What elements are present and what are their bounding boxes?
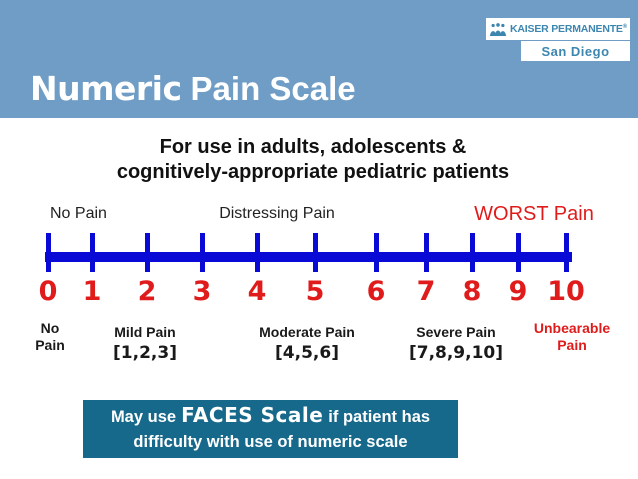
descriptor-worst-pain: WORST Pain bbox=[474, 203, 594, 225]
subtitle-line1: For use in adults, adolescents & bbox=[159, 136, 467, 158]
descriptor-distressing-pain: Distressing Pain bbox=[219, 205, 335, 222]
scale-number: 5 bbox=[305, 276, 325, 307]
scale-number: 3 bbox=[192, 276, 212, 307]
page-title-emphasis: Numeric bbox=[30, 69, 182, 108]
scale-number: 6 bbox=[366, 276, 386, 307]
scale-number: 9 bbox=[508, 276, 528, 307]
callout-line2: difficulty with use of numeric scale bbox=[133, 433, 408, 451]
scale-tick bbox=[90, 233, 95, 272]
people-group-icon bbox=[489, 22, 507, 36]
category-no-pain: No Pain bbox=[35, 320, 65, 353]
scale-number: 4 bbox=[247, 276, 267, 307]
page-title: Numeric Pain Scale bbox=[30, 69, 356, 109]
scale-number: 0 bbox=[38, 276, 58, 307]
scale-tick bbox=[255, 233, 260, 272]
scale-tick bbox=[470, 233, 475, 272]
scale-tick bbox=[374, 233, 379, 272]
logo-brand-text: KAISER PERMANENTE® bbox=[510, 23, 627, 35]
category-mild-pain: Mild Pain [1,2,3] bbox=[113, 324, 177, 363]
scale-number: 10 bbox=[547, 276, 585, 307]
scale-number: 1 bbox=[82, 276, 102, 307]
callout-emphasis: FACES Scale bbox=[181, 403, 324, 427]
category-severe-pain: Severe Pain [7,8,9,10] bbox=[408, 324, 504, 363]
faces-scale-callout: May use FACES Scale if patient has difficu… bbox=[83, 400, 458, 458]
scale-bar bbox=[45, 252, 572, 262]
category-moderate-pain: Moderate Pain [4,5,6] bbox=[259, 324, 355, 363]
scale-tick bbox=[145, 233, 150, 272]
logo-region-label: San Diego bbox=[521, 41, 630, 61]
category-unbearable-pain: Unbearable Pain bbox=[533, 320, 611, 353]
scale-tick bbox=[564, 233, 569, 272]
page-title-rest: Pain Scale bbox=[190, 70, 356, 107]
callout-line1: May use FACES Scale if patient has bbox=[110, 403, 431, 427]
header-band: Numeric Pain Scale KAISER PERMANENTE® San… bbox=[0, 0, 638, 118]
registered-mark: ® bbox=[622, 24, 627, 30]
subtitle-line2: cognitively-appropriate pediatric patien… bbox=[116, 161, 510, 183]
scale-number: 7 bbox=[416, 276, 436, 307]
scale-number: 2 bbox=[137, 276, 157, 307]
scale-tick bbox=[424, 233, 429, 272]
scale-number: 8 bbox=[462, 276, 482, 307]
scale-tick bbox=[313, 233, 318, 272]
subtitle: For use in adults, adolescents & cogniti… bbox=[0, 135, 626, 185]
descriptor-no-pain: No Pain bbox=[50, 205, 107, 222]
scale-tick bbox=[46, 233, 51, 272]
scale-tick bbox=[200, 233, 205, 272]
scale-tick bbox=[516, 233, 521, 272]
kaiser-permanente-logo: KAISER PERMANENTE® bbox=[486, 18, 630, 40]
